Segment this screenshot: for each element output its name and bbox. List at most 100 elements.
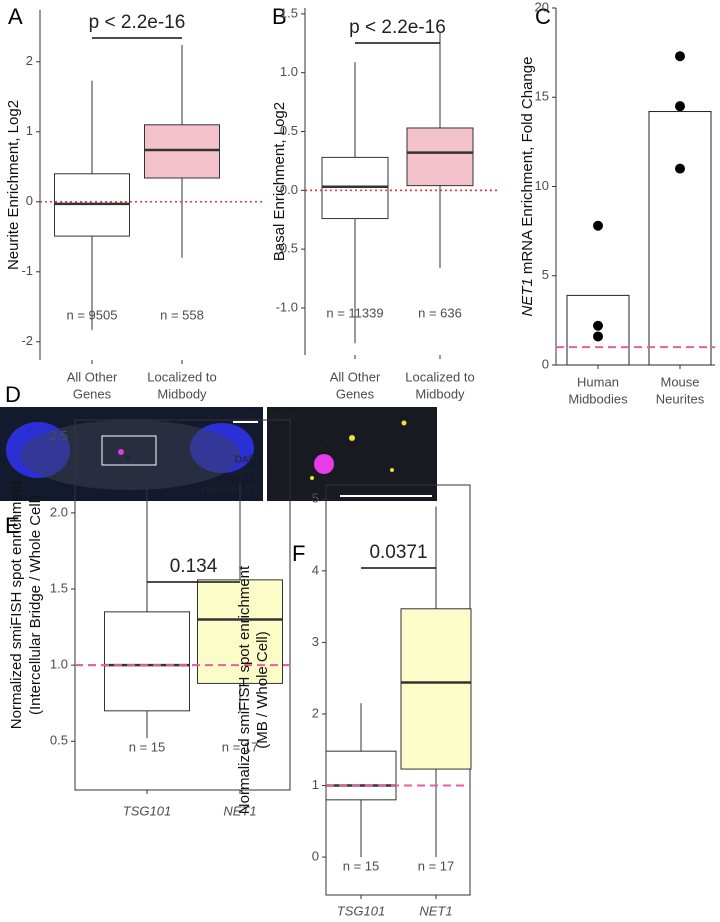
data-point	[593, 331, 603, 342]
y-tick-label: 5	[312, 491, 319, 506]
n-label: n = 15	[129, 739, 166, 754]
y-tick-label: 15	[535, 89, 549, 104]
y-tick-label: 1.5	[50, 580, 68, 595]
y-axis-title-part: (MB / Whole Cell)	[254, 631, 271, 749]
n-label: n = 558	[160, 307, 204, 322]
x-tick-label: NET1	[223, 803, 256, 818]
x-tick-label: Midbody	[157, 386, 207, 401]
y-tick-label: 2	[26, 53, 33, 68]
y-tick-label: 1	[26, 123, 33, 138]
n-label: n = 15	[343, 858, 380, 873]
y-tick-label: 2	[312, 705, 319, 720]
y-axis-title-part: mRNA Enrichment, Fold Change	[519, 57, 536, 275]
y-axis-title: Normalized smiFISH spot enrichment	[8, 480, 25, 729]
bar	[648, 111, 712, 366]
x-tick-label: TSG101	[337, 903, 385, 918]
y-tick-label: -1	[21, 263, 33, 278]
y-axis-title: Neurite Enrichment, Log2	[5, 100, 22, 270]
y-tick-label: 0.0	[280, 182, 298, 197]
box	[406, 127, 474, 187]
y-axis-title-part: Basal Enrichment, Log2	[271, 102, 288, 261]
y-tick-label: 4	[312, 562, 319, 577]
x-tick-label: All Other	[67, 369, 118, 384]
spot	[390, 468, 394, 472]
inset-box	[101, 435, 157, 466]
y-axis-title: Normalized smiFISH spot enrichment	[236, 565, 253, 814]
inset-label: Inset	[270, 410, 297, 424]
y-tick-label: 20	[535, 0, 549, 14]
y-tick-label: 1.5	[280, 5, 298, 20]
midbody	[314, 454, 334, 474]
spot	[401, 420, 407, 426]
x-tick-label: Localized to	[405, 369, 474, 384]
y-axis-title: NET1 mRNA Enrichment, Fold Change	[519, 57, 536, 317]
comparison-label: 0.134	[170, 556, 218, 577]
data-point	[675, 51, 685, 62]
x-tick-label: Genes	[336, 386, 375, 401]
y-tick-label: -1.0	[276, 299, 298, 314]
y-tick-label: 3	[312, 634, 319, 649]
panel-label: B	[272, 4, 287, 29]
comparison-label: 0.0371	[369, 542, 427, 563]
box	[400, 608, 472, 770]
y-tick-label: 2.5	[50, 428, 68, 443]
y-tick-label: 2.0	[50, 504, 68, 519]
panel-label: F	[292, 541, 305, 566]
y-axis-title: (Intercellular Bridge / Whole Cell)	[27, 495, 44, 715]
channel-label: NET1	[232, 470, 258, 481]
y-axis-title-part: Neurite Enrichment, Log2	[5, 100, 22, 270]
y-tick-label: 0	[542, 356, 549, 371]
n-label: n = 636	[418, 305, 462, 320]
x-tick-label: All Other	[330, 369, 381, 384]
channel-label: DAPI	[235, 455, 258, 466]
y-tick-label: 1	[312, 777, 319, 792]
y-axis-title: Basal Enrichment, Log2	[271, 102, 288, 261]
y-tick-label: 0	[26, 193, 33, 208]
y-axis-title-part: Normalized smiFISH spot enrichment	[236, 565, 253, 814]
x-tick-label: NET1	[419, 903, 452, 918]
y-axis-title: (MB / Whole Cell)	[254, 631, 271, 749]
y-tick-label: -0.5	[276, 241, 298, 256]
data-point	[593, 220, 603, 231]
panel-label: C	[535, 4, 551, 29]
x-tick-label: Mouse	[660, 374, 699, 389]
panel-label: E	[5, 513, 20, 538]
panel-label: A	[8, 4, 23, 29]
y-tick-label: 0	[312, 849, 319, 864]
marker: *	[125, 451, 131, 467]
y-tick-label: 10	[535, 178, 549, 193]
x-tick-label: Human	[577, 374, 619, 389]
data-point	[593, 320, 603, 331]
plot-frame	[74, 419, 291, 791]
channel-label: Halo-MKLP1	[201, 486, 258, 497]
y-axis-title-part: NET1	[519, 278, 536, 316]
x-tick-label: Neurites	[656, 391, 705, 406]
y-tick-label: 1.0	[280, 64, 298, 79]
y-tick-label: 5	[542, 267, 549, 282]
scale-label: 10 µm	[235, 409, 258, 418]
comparison-label: p < 2.2e-16	[89, 12, 186, 33]
n-label: n = 11339	[326, 305, 383, 320]
n-label: n = 9505	[67, 307, 118, 322]
box	[144, 124, 220, 179]
n-label: n = 17	[222, 739, 259, 754]
x-tick-label: Midbodies	[568, 391, 628, 406]
box	[325, 750, 397, 801]
n-label: n = 17	[418, 858, 455, 873]
y-tick-label: 0.5	[50, 733, 68, 748]
y-tick-label: 0.5	[280, 123, 298, 138]
x-tick-label: TSG101	[123, 803, 171, 818]
comparison-label: p < 2.2e-16	[349, 17, 446, 38]
x-tick-label: Midbody	[415, 386, 465, 401]
spot	[310, 476, 314, 480]
spot	[349, 435, 355, 441]
box	[104, 611, 190, 712]
y-tick-label: 1.0	[50, 657, 68, 672]
y-axis-title-part: Normalized smiFISH spot enrichment	[8, 480, 25, 729]
y-axis-title-part: (Intercellular Bridge / Whole Cell)	[27, 495, 44, 715]
panel-label: D	[5, 382, 21, 407]
midbody	[118, 449, 124, 455]
y-tick-label: -2	[21, 333, 33, 348]
data-point	[675, 163, 685, 174]
